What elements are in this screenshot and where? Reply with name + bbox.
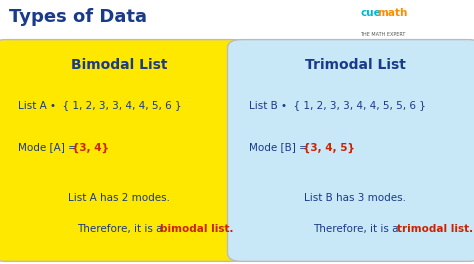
Text: List B has 3 modes.: List B has 3 modes. — [304, 193, 406, 203]
Text: List A has 2 modes.: List A has 2 modes. — [68, 193, 170, 203]
Text: THE MATH EXPERT: THE MATH EXPERT — [360, 32, 406, 37]
Text: Mode [A] =: Mode [A] = — [18, 143, 80, 153]
Text: Types of Data: Types of Data — [9, 8, 146, 26]
Text: Therefore, it is a: Therefore, it is a — [78, 224, 166, 234]
Text: {3, 4, 5}: {3, 4, 5} — [303, 143, 355, 153]
Text: Mode [B] =: Mode [B] = — [249, 143, 311, 153]
Text: cue: cue — [360, 8, 381, 18]
Text: trimodal list.: trimodal list. — [396, 224, 473, 234]
Text: Bimodal List: Bimodal List — [71, 58, 167, 72]
Text: math: math — [377, 8, 407, 18]
Text: bimodal list.: bimodal list. — [160, 224, 234, 234]
Text: Trimodal List: Trimodal List — [305, 58, 405, 72]
Text: List A •  { 1, 2, 3, 3, 4, 4, 5, 6 }: List A • { 1, 2, 3, 3, 4, 4, 5, 6 } — [18, 100, 181, 110]
Text: {3, 4}: {3, 4} — [72, 143, 109, 153]
Text: List B •  { 1, 2, 3, 3, 4, 4, 5, 5, 6 }: List B • { 1, 2, 3, 3, 4, 4, 5, 5, 6 } — [249, 100, 426, 110]
FancyBboxPatch shape — [0, 40, 246, 261]
FancyBboxPatch shape — [228, 40, 474, 261]
Text: Therefore, it is a: Therefore, it is a — [313, 224, 402, 234]
